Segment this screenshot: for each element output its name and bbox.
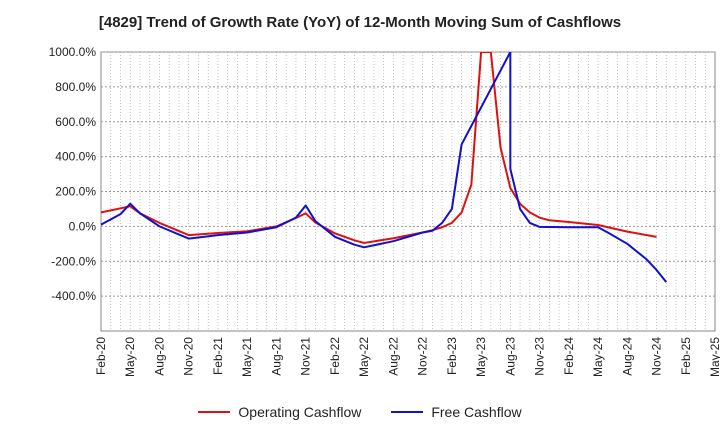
- x-tick-label: Nov-22: [416, 337, 430, 376]
- y-tick-label: -200.0%: [51, 254, 96, 268]
- series-layer: [101, 52, 668, 283]
- x-tick-label: Aug-24: [620, 337, 634, 376]
- y-tick-label: 800.0%: [55, 80, 96, 94]
- x-tick-label: Feb-23: [445, 337, 459, 375]
- x-tick-label: May-24: [591, 337, 605, 377]
- chart-title: [4829] Trend of Growth Rate (YoY) of 12-…: [98, 14, 622, 31]
- y-tick-label: 600.0%: [55, 115, 96, 129]
- x-tick-label: May-23: [474, 337, 488, 377]
- x-tick-label: May-21: [240, 337, 254, 377]
- x-tick-label: Aug-23: [503, 337, 517, 376]
- x-tick-label: Nov-23: [533, 337, 547, 376]
- x-tick-label: Feb-20: [94, 337, 108, 375]
- y-tick-label: 0.0%: [69, 219, 97, 233]
- legend-item-operating-cashflow: Operating Cashflow: [198, 404, 361, 420]
- x-tick-label: Feb-22: [328, 337, 342, 375]
- x-tick-label: Aug-20: [152, 337, 166, 376]
- legend-swatch-free-cashflow: [391, 411, 424, 413]
- y-tick-label: 400.0%: [55, 150, 96, 164]
- x-tick-label: May-25: [708, 337, 720, 377]
- x-tick-label: Aug-22: [386, 337, 400, 376]
- y-tick-label: 200.0%: [55, 185, 96, 199]
- x-tick-label: Feb-21: [211, 337, 225, 375]
- x-tick-label: Nov-24: [650, 337, 664, 376]
- y-axis-ticks: 1000.0% 800.0% 600.0% 400.0% 200.0% 0.0% -200.…: [49, 45, 97, 303]
- plot-area: [100, 51, 716, 332]
- series-line-free-cashflow: [101, 52, 668, 283]
- x-tick-label: May-22: [357, 337, 371, 377]
- legend-label-free-cashflow: Free Cashflow: [431, 404, 522, 420]
- x-tick-label: Aug-21: [269, 337, 283, 376]
- legend: Operating Cashflow Free Cashflow: [0, 404, 720, 420]
- x-axis-ticks: Feb-20 May-20 Aug-20 Nov-20 Feb-21 May-21 Aug-…: [94, 337, 720, 377]
- x-tick-label: May-20: [123, 337, 137, 377]
- y-tick-label: -400.0%: [51, 289, 96, 303]
- x-tick-label: Feb-25: [679, 337, 693, 375]
- y-tick-label: 1000.0%: [49, 45, 97, 59]
- legend-label-operating-cashflow: Operating Cashflow: [238, 404, 362, 420]
- legend-swatch-operating-cashflow: [198, 411, 231, 413]
- x-tick-label: Nov-20: [182, 337, 196, 376]
- legend-item-free-cashflow: Free Cashflow: [391, 404, 522, 420]
- x-tick-label: Feb-24: [562, 337, 576, 375]
- x-tick-label: Nov-21: [299, 337, 313, 376]
